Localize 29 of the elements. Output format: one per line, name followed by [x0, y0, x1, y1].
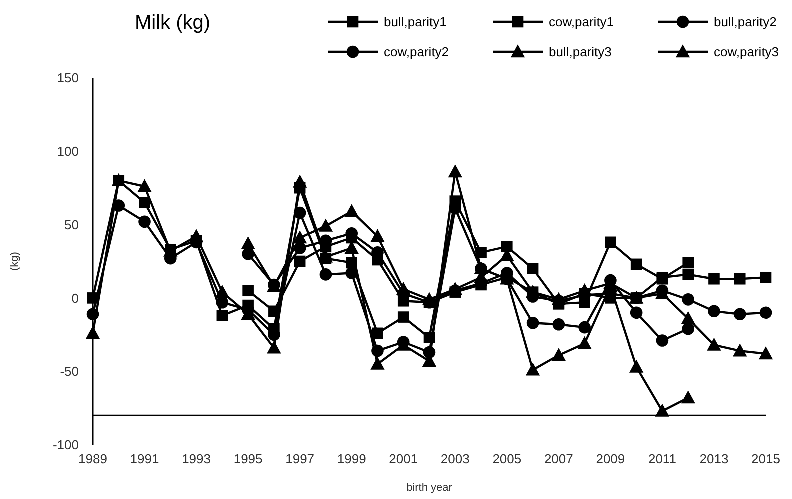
legend-label: bull,parity1 [384, 14, 447, 30]
x-tick-label: 1997 [286, 452, 315, 467]
chart-title: Milk (kg) [135, 12, 211, 34]
x-tick-label: 2009 [596, 452, 626, 467]
y-tick-label: -50 [60, 364, 79, 380]
y-axis-title: (kg) [9, 252, 21, 271]
x-axis-title: birth year [406, 482, 453, 494]
x-tick-label: 2013 [700, 452, 729, 467]
y-tick-label: 50 [64, 217, 79, 232]
x-tick-label: 2011 [648, 452, 676, 467]
x-tick-label: 2005 [492, 452, 522, 467]
x-tick-label: 2003 [440, 452, 470, 467]
y-tick-label: 0 [72, 290, 79, 306]
y-tick-label: -100 [52, 438, 79, 453]
legend-label: bull,parity3 [549, 44, 612, 60]
x-tick-label: 1991 [130, 452, 160, 467]
legend-label: bull,parity2 [714, 14, 777, 30]
x-tick-label: 2015 [752, 452, 780, 467]
x-tick-label: 1989 [78, 452, 108, 467]
legend-label: cow,parity3 [714, 44, 780, 60]
x-tick-label: 1995 [234, 452, 263, 467]
y-tick-label: 100 [57, 144, 79, 159]
x-tick-label: 1999 [337, 452, 366, 467]
x-tick-label: 2001 [389, 452, 418, 467]
legend-label: cow,parity2 [384, 44, 450, 60]
x-tick-label: 1993 [182, 452, 211, 467]
x-tick-label: 2007 [544, 452, 574, 467]
legend-label: cow,parity1 [549, 14, 614, 30]
y-tick-label: 150 [57, 70, 79, 86]
